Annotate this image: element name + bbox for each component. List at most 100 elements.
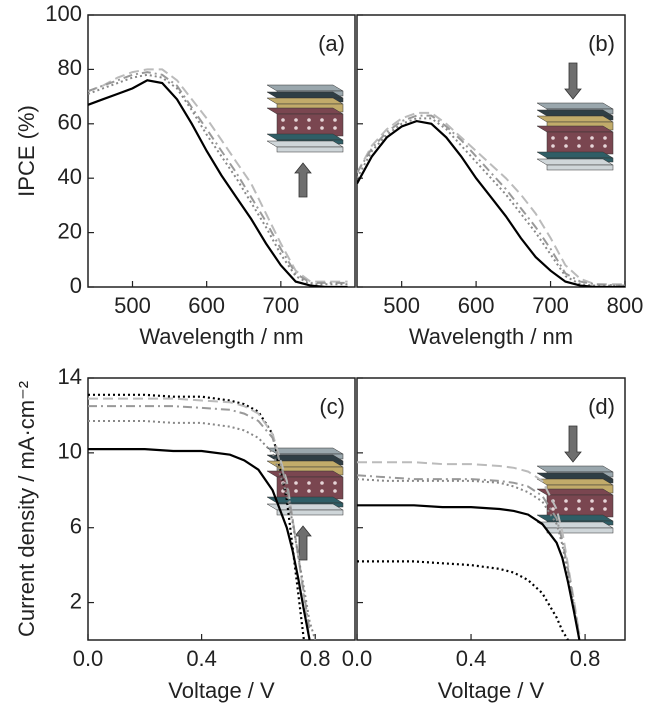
y-tick-label: 20 bbox=[58, 218, 82, 243]
y-tick-label: 6 bbox=[70, 514, 82, 539]
series-line bbox=[357, 117, 625, 287]
series-line bbox=[357, 461, 581, 635]
y-tick-label: 60 bbox=[58, 110, 82, 135]
particle bbox=[333, 126, 337, 130]
x-tick-label: 500 bbox=[114, 293, 151, 318]
series-line bbox=[88, 73, 348, 286]
series-line bbox=[88, 405, 311, 631]
device-layer bbox=[266, 91, 344, 99]
particle bbox=[294, 481, 298, 485]
device-layer bbox=[546, 131, 614, 155]
x-tick-label: 500 bbox=[383, 293, 420, 318]
particle bbox=[307, 489, 311, 493]
particle bbox=[333, 489, 337, 493]
device-inset bbox=[536, 425, 614, 534]
series-line bbox=[88, 448, 311, 640]
x-tick-label: 0.4 bbox=[456, 646, 487, 671]
particle bbox=[307, 481, 311, 485]
series-line bbox=[88, 71, 348, 284]
particle bbox=[307, 126, 311, 130]
particle bbox=[603, 507, 607, 511]
y-tick-label: 80 bbox=[58, 55, 82, 80]
y-tick-label: 14 bbox=[58, 364, 82, 389]
particle bbox=[603, 144, 607, 148]
panel-label: (a) bbox=[318, 31, 345, 56]
y-axis-label: IPCE (%) bbox=[14, 105, 39, 197]
y-tick-label: 10 bbox=[58, 439, 82, 464]
y-tick-label: 100 bbox=[45, 1, 82, 26]
x-tick-label: 0.8 bbox=[300, 646, 331, 671]
device-layer bbox=[536, 158, 614, 166]
x-tick-label: 700 bbox=[262, 293, 299, 318]
particle bbox=[281, 118, 285, 122]
series-line bbox=[357, 474, 581, 637]
particle bbox=[564, 144, 568, 148]
plot-frame bbox=[356, 377, 626, 641]
device-layer bbox=[276, 509, 344, 516]
particle bbox=[590, 144, 594, 148]
particle bbox=[590, 507, 594, 511]
particle bbox=[590, 136, 594, 140]
x-tick-label: 700 bbox=[532, 293, 569, 318]
particle bbox=[320, 481, 324, 485]
arrow bbox=[564, 62, 582, 100]
device-layer bbox=[536, 102, 614, 110]
series-line bbox=[357, 560, 569, 640]
device-layer bbox=[536, 472, 614, 480]
arrow bbox=[564, 425, 582, 463]
device-layer bbox=[536, 109, 614, 117]
x-axis-label: Wavelength / nm bbox=[139, 324, 303, 349]
plot-frame bbox=[356, 14, 626, 288]
device-layer bbox=[536, 125, 614, 133]
panel-label: (d) bbox=[588, 394, 615, 419]
series-line bbox=[88, 68, 348, 283]
particle bbox=[333, 118, 337, 122]
particle bbox=[577, 136, 581, 140]
particle bbox=[590, 499, 594, 503]
device-layer bbox=[276, 146, 344, 153]
device-layer bbox=[266, 84, 344, 92]
device-layer bbox=[266, 140, 344, 148]
particle bbox=[603, 499, 607, 503]
y-axis-label: Current density / mA·cm⁻² bbox=[14, 381, 39, 637]
particle bbox=[603, 136, 607, 140]
particle bbox=[294, 126, 298, 130]
device-layer bbox=[536, 521, 614, 529]
particle bbox=[551, 144, 555, 148]
series-line bbox=[88, 420, 317, 640]
device-layer bbox=[536, 465, 614, 473]
plot-frame bbox=[87, 14, 356, 288]
particle bbox=[320, 126, 324, 130]
device-layer bbox=[536, 151, 614, 159]
particle bbox=[551, 136, 555, 140]
x-tick-label: 0.0 bbox=[342, 646, 373, 671]
panel-label: (b) bbox=[588, 31, 615, 56]
particle bbox=[320, 489, 324, 493]
particle bbox=[294, 489, 298, 493]
x-axis-label: Wavelength / nm bbox=[409, 324, 573, 349]
series-line bbox=[357, 504, 581, 640]
y-tick-label: 40 bbox=[58, 164, 82, 189]
plot-frame bbox=[87, 377, 356, 641]
particle bbox=[551, 507, 555, 511]
particle bbox=[577, 499, 581, 503]
device-layer bbox=[536, 514, 614, 522]
particle bbox=[281, 126, 285, 130]
x-tick-label: 800 bbox=[607, 293, 644, 318]
device-layer bbox=[266, 470, 344, 478]
series-line bbox=[357, 478, 581, 640]
series-line bbox=[88, 397, 311, 640]
y-tick-label: 0 bbox=[70, 273, 82, 298]
device-inset bbox=[266, 84, 344, 198]
particle bbox=[564, 136, 568, 140]
device-layer bbox=[546, 164, 614, 171]
particle bbox=[577, 144, 581, 148]
x-axis-label: Voltage / V bbox=[168, 678, 275, 703]
particle bbox=[564, 507, 568, 511]
device-layer bbox=[266, 97, 344, 105]
series-line bbox=[357, 119, 625, 287]
series-line bbox=[357, 111, 625, 286]
x-axis-label: Voltage / V bbox=[438, 678, 545, 703]
arrow bbox=[294, 162, 312, 198]
